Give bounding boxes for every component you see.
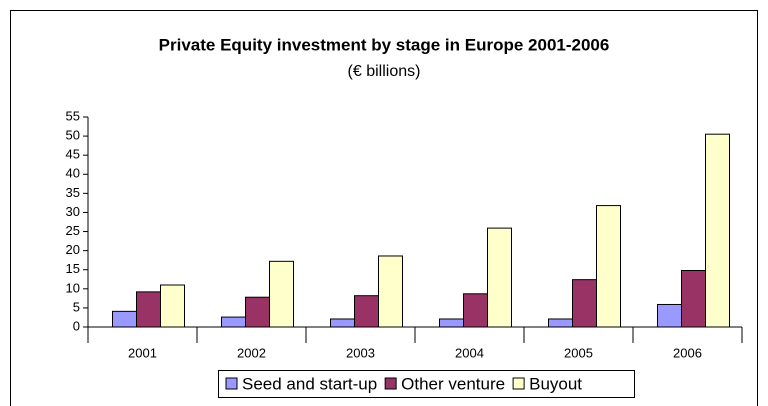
chart-subtitle: (€ billions) xyxy=(348,63,421,80)
bar xyxy=(657,303,682,328)
y-tick-label: 50 xyxy=(66,128,80,143)
bar xyxy=(160,284,185,328)
y-tick-label: 35 xyxy=(66,185,80,200)
bar xyxy=(439,318,464,328)
chart-title: Private Equity investment by stage in Eu… xyxy=(159,35,610,54)
bar xyxy=(572,279,597,328)
legend-swatch xyxy=(384,377,397,390)
bar xyxy=(463,293,488,328)
bar xyxy=(487,227,512,328)
x-tick-label: 2004 xyxy=(455,345,484,360)
y-tick-label: 30 xyxy=(66,204,80,219)
bar xyxy=(221,316,246,328)
legend-label: Other venture xyxy=(401,374,505,393)
bar xyxy=(596,205,621,328)
y-tick-label: 25 xyxy=(66,223,80,238)
bar xyxy=(245,296,270,328)
bar xyxy=(548,318,573,328)
bar xyxy=(269,260,294,328)
y-tick-label: 45 xyxy=(66,147,80,162)
y-tick-label: 5 xyxy=(73,299,80,314)
bar xyxy=(354,295,379,328)
legend-label: Buyout xyxy=(529,374,582,393)
y-tick-label: 0 xyxy=(73,318,80,333)
bar xyxy=(330,318,355,328)
bar xyxy=(136,291,161,328)
legend-box xyxy=(218,370,635,398)
y-tick-label: 15 xyxy=(66,261,80,276)
bar xyxy=(681,269,706,328)
y-tick-label: 10 xyxy=(66,280,80,295)
x-tick-label: 2006 xyxy=(673,345,702,360)
y-tick-label: 40 xyxy=(66,166,80,181)
bar xyxy=(378,255,403,328)
y-tick-label: 55 xyxy=(66,108,80,123)
x-tick-label: 2003 xyxy=(346,345,375,360)
bar xyxy=(112,310,137,328)
x-tick-label: 2002 xyxy=(237,345,266,360)
legend-label: Seed and start-up xyxy=(242,374,377,393)
legend-swatch xyxy=(225,377,238,390)
legend-swatch xyxy=(512,377,525,390)
x-tick-label: 2001 xyxy=(128,345,157,360)
bar xyxy=(705,133,730,328)
y-tick-label: 20 xyxy=(66,242,80,257)
x-tick-label: 2005 xyxy=(564,345,593,360)
